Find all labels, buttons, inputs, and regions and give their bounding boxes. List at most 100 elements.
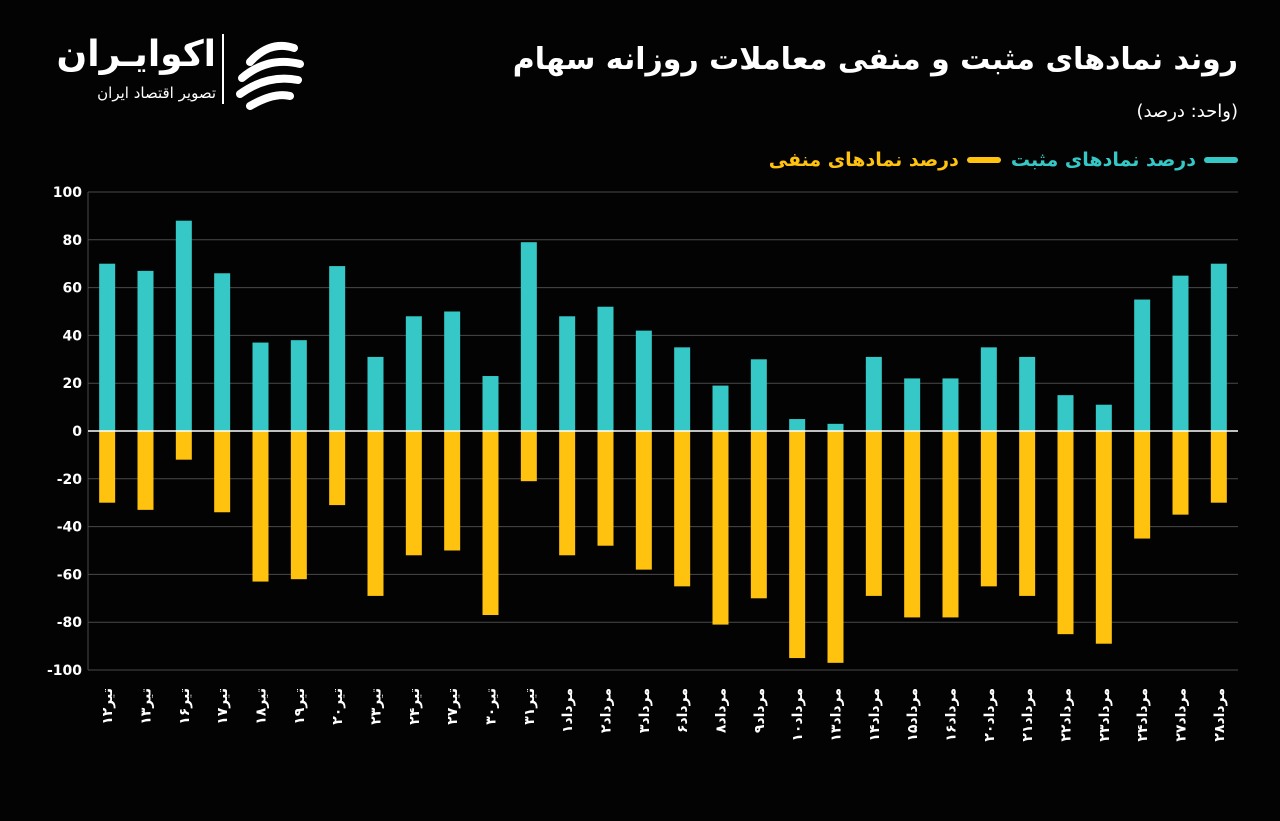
bar-negative (1057, 431, 1074, 635)
bar-positive (214, 273, 231, 431)
x-tick-label: مرداد۲۱ (1020, 688, 1036, 742)
x-tick-label: مرداد۲ (599, 688, 615, 733)
legend-item-positive: درصد نمادهای مثبت (1011, 149, 1238, 171)
bar-positive (827, 423, 844, 431)
y-tick-label: 100 (53, 185, 82, 201)
y-tick-label: -40 (57, 520, 83, 536)
chart-title: روند نمادهای مثبت و منفی معاملات روزانه … (512, 42, 1238, 77)
x-tick-label: مرداد۳ (637, 688, 653, 733)
bar-positive (674, 347, 691, 431)
bar-negative (789, 431, 806, 659)
bar-positive (1134, 299, 1151, 431)
logo-divider (222, 34, 224, 104)
bar-positive (367, 356, 384, 431)
x-tick-label: تیر۱۸ (254, 688, 270, 725)
bar-negative (520, 431, 537, 482)
x-tick-label: تیر۳۱ (522, 688, 538, 725)
legend-swatch-positive (1204, 157, 1238, 163)
bar-positive (980, 347, 997, 431)
x-tick-label: مرداد۹ (752, 688, 768, 733)
y-tick-label: 40 (63, 328, 83, 344)
bar-positive (252, 342, 269, 431)
bar-positive (789, 419, 806, 431)
legend-swatch-negative (966, 157, 1001, 163)
bar-negative (329, 431, 346, 506)
x-tick-label: مرداد۱۵ (905, 688, 921, 742)
y-tick-label: -20 (57, 472, 83, 488)
brand-logo: اکوایـران تصویر اقتصاد ایران (50, 32, 320, 112)
x-tick-label: مرداد۲۴ (1135, 688, 1151, 742)
bar-positive (635, 330, 652, 431)
bar-negative (559, 431, 576, 556)
y-tick-label: -80 (57, 615, 83, 631)
bar-positive (597, 306, 614, 431)
bar-negative (405, 431, 422, 556)
bar-positive (1172, 275, 1189, 431)
legend-item-negative: درصد نمادهای منفی (769, 149, 1001, 171)
x-tick-label: تیر۳۰ (484, 688, 500, 725)
x-tick-label: تیر۱۷ (215, 688, 231, 725)
x-tick-label: مرداد۲۳ (1097, 688, 1113, 742)
x-tick-label: تیر۲۰ (330, 688, 346, 725)
x-tick-label: مرداد۲۸ (1212, 688, 1228, 742)
bar-negative (942, 431, 959, 618)
bar-positive (904, 378, 921, 431)
bar-negative (674, 431, 691, 587)
bar-negative (980, 431, 997, 587)
bar-positive (1210, 263, 1227, 431)
x-tick-label: مرداد۱۶ (944, 688, 960, 742)
bar-positive (559, 316, 576, 431)
bar-positive (329, 266, 346, 431)
bar-positive (1057, 395, 1074, 431)
bar-positive (520, 242, 537, 431)
bar-negative (865, 431, 882, 596)
bar-positive (444, 311, 461, 431)
bar-negative (1172, 431, 1189, 515)
legend-label-positive: درصد نمادهای مثبت (1010, 149, 1196, 171)
bar-negative (367, 431, 384, 596)
x-tick-label: مرداد۲۰ (982, 688, 998, 742)
bar-negative (290, 431, 307, 580)
x-tick-label: تیر۱۹ (292, 688, 308, 725)
bar-positive (405, 316, 422, 431)
bar-positive (1019, 356, 1036, 431)
bar-negative (1210, 431, 1227, 503)
bar-negative (904, 431, 921, 618)
bar-negative (214, 431, 231, 513)
bar-negative (99, 431, 116, 503)
bar-negative (444, 431, 461, 551)
bar-positive (942, 378, 959, 431)
x-tick-label: مرداد۲۲ (1059, 688, 1075, 742)
x-tick-label: مرداد۶ (675, 688, 691, 733)
y-tick-label: 60 (63, 281, 83, 297)
bar-positive (1095, 404, 1112, 431)
y-tick-label: 0 (72, 424, 82, 440)
x-tick-label: مرداد۱۳ (829, 688, 845, 742)
bar-negative (635, 431, 652, 570)
y-tick-label: -100 (47, 663, 82, 679)
bar-positive (482, 376, 499, 431)
brand-name: اکوایـران (56, 34, 216, 75)
bar-positive (750, 359, 767, 431)
x-tick-label: تیر۱۲ (100, 688, 116, 725)
x-tick-label: مرداد۱ (560, 688, 576, 733)
x-tick-label: تیر۲۷ (445, 688, 461, 725)
bar-positive (99, 263, 116, 431)
x-tick-label: تیر۲۳ (369, 688, 385, 725)
bar-negative (137, 431, 154, 510)
chart-legend: درصد نمادهای مثبت درصد نمادهای منفی (769, 149, 1238, 171)
x-tick-label: مرداد۱۰ (790, 688, 806, 742)
bar-positive (712, 385, 729, 431)
x-tick-label: تیر۲۴ (407, 688, 423, 725)
bar-negative (827, 431, 844, 663)
brand-tagline: تصویر اقتصاد ایران (97, 84, 216, 102)
y-tick-label: -60 (57, 567, 83, 583)
y-tick-label: 20 (63, 376, 83, 392)
bar-negative (482, 431, 499, 616)
bar-negative (252, 431, 269, 582)
logo-mark-icon (236, 41, 304, 110)
bar-negative (712, 431, 729, 625)
x-tick-label: مرداد۸ (714, 688, 730, 733)
